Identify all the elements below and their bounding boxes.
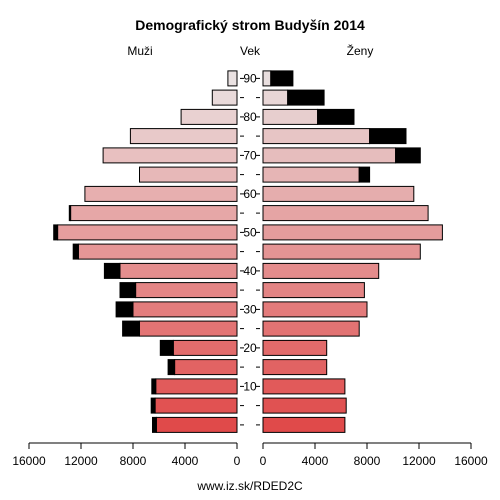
- male-bar-50-54: [57, 224, 238, 241]
- male-bar-90+: [227, 70, 238, 87]
- male-excess-10-14: [151, 378, 157, 395]
- females-label: Ženy: [347, 43, 374, 58]
- male-bar-35-39: [135, 282, 238, 299]
- female-excess-70-74: [395, 147, 421, 164]
- female-bar-65-69: [262, 166, 360, 183]
- x-tick-label: 12000: [402, 454, 436, 468]
- male-excess-30-34: [115, 301, 134, 318]
- female-bar-85-89: [262, 89, 289, 106]
- female-bar-10-14: [262, 378, 346, 395]
- female-bar-5-9: [262, 397, 347, 414]
- female-bar-15-19: [262, 359, 328, 376]
- male-bar-85-89: [211, 89, 238, 106]
- female-excess-85-89: [287, 89, 325, 106]
- male-excess-20-24: [159, 339, 174, 356]
- age-tick-label: 20: [243, 341, 257, 355]
- male-bar-10-14: [155, 378, 238, 395]
- chart-title: Demografický strom Budyšín 2014: [135, 17, 365, 33]
- female-bar-45-49: [262, 243, 421, 260]
- male-bar-20-24: [172, 339, 238, 356]
- male-bar-40-44: [119, 262, 238, 279]
- age-tick-label: 30: [243, 302, 257, 316]
- x-tick-label: 4000: [172, 454, 199, 468]
- male-excess-45-49: [72, 243, 79, 260]
- female-bar-75-79: [262, 128, 371, 145]
- male-excess-40-44: [103, 262, 121, 279]
- male-bar-80-84: [180, 108, 238, 125]
- age-tick-label: 10: [243, 379, 257, 393]
- male-bar-60-64: [84, 185, 238, 202]
- age-label: Vek: [240, 44, 261, 58]
- male-bar-65-69: [139, 166, 238, 183]
- x-tick-label: 8000: [120, 454, 147, 468]
- male-excess-25-29: [122, 320, 140, 337]
- x-tick-label: 0: [260, 454, 267, 468]
- male-excess-0-4: [152, 416, 157, 433]
- female-bar-25-29: [262, 320, 360, 337]
- female-bar-0-4: [262, 416, 346, 433]
- age-tick-label: 70: [243, 148, 257, 162]
- axes-group: 10 20 30 40 50 60 70 80 90 16000 12000 8000 4000 0 0 40…: [12, 71, 488, 468]
- x-tick-label: 12000: [64, 454, 98, 468]
- source-label: www.iz.sk/RDED2C: [196, 479, 303, 493]
- male-bar-70-74: [102, 147, 238, 164]
- female-excess-75-79: [369, 128, 407, 145]
- female-bar-80-84: [262, 108, 319, 125]
- female-bar-90+: [262, 70, 272, 87]
- female-bar-55-59: [262, 205, 429, 222]
- male-excess-35-39: [119, 282, 137, 299]
- age-tick-label: 40: [243, 264, 257, 278]
- male-excess-55-59: [68, 205, 72, 222]
- x-tick-label: 16000: [12, 454, 46, 468]
- female-excess-80-84: [317, 108, 355, 125]
- x-tick-label: 0: [234, 454, 241, 468]
- female-bar-50-54: [262, 224, 443, 241]
- age-tick-label: 60: [243, 187, 257, 201]
- male-bar-15-19: [174, 359, 238, 376]
- male-bar-55-59: [70, 205, 238, 222]
- age-tick-label: 80: [243, 110, 257, 124]
- male-bar-0-4: [155, 416, 238, 433]
- male-bar-45-49: [77, 243, 238, 260]
- female-bar-20-24: [262, 339, 328, 356]
- female-bar-35-39: [262, 282, 365, 299]
- male-excess-50-54: [53, 224, 59, 241]
- males-label: Muži: [127, 44, 152, 58]
- male-excess-15-19: [167, 359, 176, 376]
- age-tick-label: 90: [243, 71, 257, 85]
- male-bar-30-34: [132, 301, 238, 318]
- female-excess-90+: [270, 70, 294, 87]
- bars-group: [53, 70, 443, 433]
- male-excess-5-9: [150, 397, 156, 414]
- female-bar-40-44: [262, 262, 380, 279]
- x-tick-label: 4000: [302, 454, 329, 468]
- male-bar-25-29: [139, 320, 238, 337]
- female-excess-65-69: [358, 166, 371, 183]
- female-bar-60-64: [262, 185, 415, 202]
- male-bar-75-79: [129, 128, 238, 145]
- male-bar-5-9: [154, 397, 238, 414]
- x-tick-label: 8000: [354, 454, 381, 468]
- x-tick-label: 16000: [454, 454, 488, 468]
- female-bar-70-74: [262, 147, 397, 164]
- female-bar-30-34: [262, 301, 368, 318]
- age-tick-label: 50: [243, 225, 257, 239]
